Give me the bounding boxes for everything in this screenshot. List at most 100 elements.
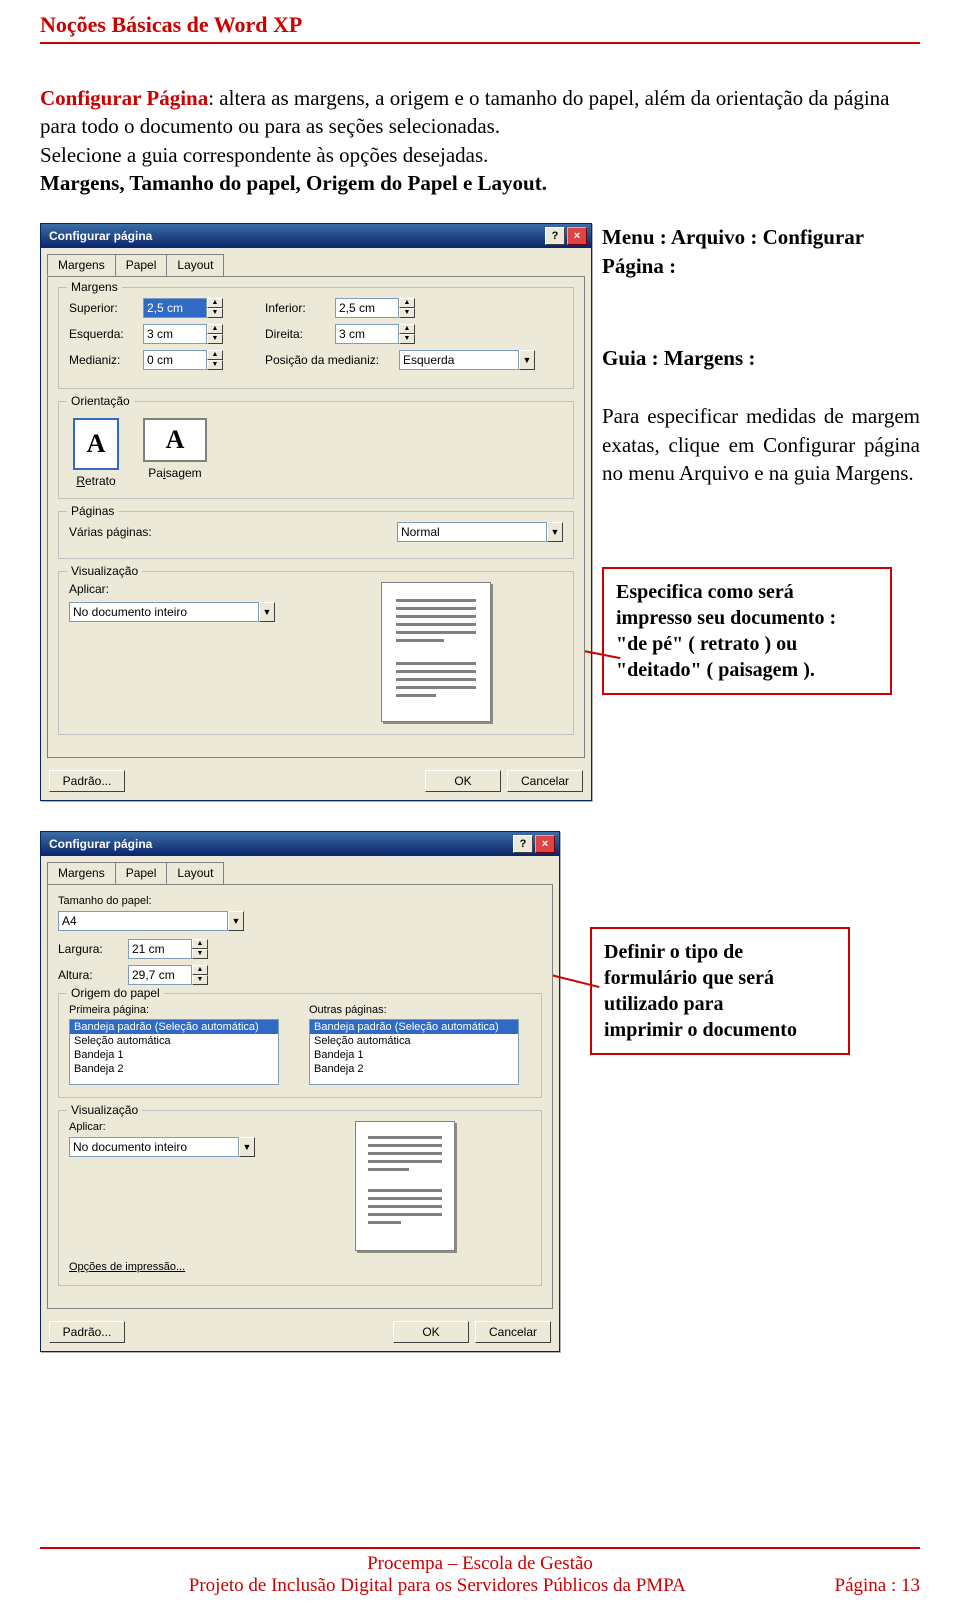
header-rule <box>40 42 920 44</box>
callout2-l4: imprimir o documento <box>604 1019 797 1041</box>
spin-down-icon[interactable]: ▼ <box>192 975 208 985</box>
group-orient-label: Orientação <box>67 394 134 408</box>
orient-retrato-label: Retrato <box>76 474 115 488</box>
spin-down-icon[interactable]: ▼ <box>399 308 415 318</box>
help-icon[interactable]: ? <box>513 835 533 853</box>
dialog-configurar-pagina-margens: Configurar página ? × Margens Papel Layo… <box>40 223 592 801</box>
orient-paisagem-label: Paisagem <box>148 466 201 480</box>
label-aplicar2: Aplicar: <box>69 1121 269 1133</box>
callout1-l3: "de pé" ( retrato ) ou <box>616 633 797 655</box>
spin-up-icon[interactable]: ▲ <box>192 965 208 975</box>
label-outras-paginas: Outras páginas: <box>309 1004 531 1016</box>
link-opcoes-impressao[interactable]: Opções de impressão... <box>69 1261 185 1273</box>
input-altura[interactable] <box>128 965 192 985</box>
footer-line1: Procempa – Escola de Gestão <box>40 1553 920 1575</box>
input-medianiz[interactable] <box>143 350 207 370</box>
chevron-down-icon[interactable]: ▼ <box>239 1137 255 1157</box>
input-inferior[interactable] <box>335 298 399 318</box>
note-guia: Guia : Margens : <box>602 344 920 372</box>
spin-up-icon[interactable]: ▲ <box>207 324 223 334</box>
orientation-retrato[interactable]: A Retrato <box>73 418 119 488</box>
chevron-down-icon[interactable]: ▼ <box>547 522 563 542</box>
dialog2-titlebar[interactable]: Configurar página ? × <box>41 832 559 856</box>
list-item[interactable]: Seleção automática <box>310 1034 518 1048</box>
chevron-down-icon[interactable]: ▼ <box>519 350 535 370</box>
label-altura: Altura: <box>58 968 122 982</box>
list-item[interactable]: Bandeja 1 <box>70 1048 278 1062</box>
help-icon[interactable]: ? <box>545 227 565 245</box>
footer-page-number: Página : 13 <box>835 1575 921 1597</box>
dialog1-titlebar[interactable]: Configurar página ? × <box>41 224 591 248</box>
combo-tamanho-papel[interactable] <box>58 911 228 931</box>
ok-button[interactable]: OK <box>425 770 501 792</box>
close-icon[interactable]: × <box>535 835 555 853</box>
intro-title: Configurar Página <box>40 86 208 110</box>
cancelar-button[interactable]: Cancelar <box>507 770 583 792</box>
group-margens-label: Margens <box>67 280 122 294</box>
spin-down-icon[interactable]: ▼ <box>207 360 223 370</box>
note-menu-l1: Menu : Arquivo : Configurar <box>602 225 864 249</box>
spin-up-icon[interactable]: ▲ <box>207 350 223 360</box>
spin-up-icon[interactable]: ▲ <box>207 298 223 308</box>
list-item[interactable]: Bandeja padrão (Seleção automática) <box>310 1020 518 1034</box>
listbox-outras[interactable]: Bandeja padrão (Seleção automática) Sele… <box>309 1019 519 1085</box>
tab-papel[interactable]: Papel <box>115 862 168 884</box>
group-visualizacao2: Visualização Aplicar: ▼ <box>58 1110 542 1286</box>
ok-button[interactable]: OK <box>393 1321 469 1343</box>
callout1-l2: impresso seu documento : <box>616 607 836 629</box>
note-para: Para especificar medidas de margem exata… <box>602 402 920 487</box>
callout2-l3: utilizado para <box>604 993 723 1015</box>
chevron-down-icon[interactable]: ▼ <box>259 602 275 622</box>
tab-margens[interactable]: Margens <box>47 254 116 276</box>
footer-left: Projeto de Inclusão Digital para os Serv… <box>189 1575 686 1596</box>
list-item[interactable]: Bandeja 2 <box>310 1062 518 1076</box>
input-esquerda[interactable] <box>143 324 207 344</box>
padrao-button[interactable]: Padrão... <box>49 770 125 792</box>
cancelar-button[interactable]: Cancelar <box>475 1321 551 1343</box>
label-tamanho-papel: Tamanho do papel: <box>58 895 542 907</box>
padrao-button[interactable]: Padrão... <box>49 1321 125 1343</box>
spin-up-icon[interactable]: ▲ <box>399 298 415 308</box>
spin-up-icon[interactable]: ▲ <box>192 939 208 949</box>
group-visualizacao: Visualização Aplicar: ▼ <box>58 571 574 735</box>
listbox-primeira[interactable]: Bandeja padrão (Seleção automática) Sele… <box>69 1019 279 1085</box>
group-origem-label: Origem do papel <box>67 986 164 1000</box>
list-item[interactable]: Bandeja padrão (Seleção automática) <box>70 1020 278 1034</box>
list-item[interactable]: Bandeja 1 <box>310 1048 518 1062</box>
combo-aplicar2[interactable] <box>69 1137 239 1157</box>
list-item[interactable]: Seleção automática <box>70 1034 278 1048</box>
combo-posmedianiz[interactable] <box>399 350 519 370</box>
dialog-configurar-pagina-papel: Configurar página ? × Margens Papel Layo… <box>40 831 560 1352</box>
group-paginas-label: Páginas <box>67 504 118 518</box>
input-direita[interactable] <box>335 324 399 344</box>
spin-down-icon[interactable]: ▼ <box>207 334 223 344</box>
tab-papel[interactable]: Papel <box>115 254 168 276</box>
callout-orientacao: Especifica como será impresso seu docume… <box>602 567 892 695</box>
spin-down-icon[interactable]: ▼ <box>192 949 208 959</box>
list-item[interactable]: Bandeja 2 <box>70 1062 278 1076</box>
tab-layout[interactable]: Layout <box>166 254 224 276</box>
spin-up-icon[interactable]: ▲ <box>399 324 415 334</box>
dialog1-title: Configurar página <box>45 229 543 243</box>
input-largura[interactable] <box>128 939 192 959</box>
group-vis-label: Visualização <box>67 564 142 578</box>
label-medianiz: Medianiz: <box>69 353 137 367</box>
dialog1-tabs: Margens Papel Layout <box>41 248 591 276</box>
intro-line3: Margens, Tamanho do papel, Origem do Pap… <box>40 171 547 195</box>
spin-down-icon[interactable]: ▼ <box>399 334 415 344</box>
close-icon[interactable]: × <box>567 227 587 245</box>
tab-margens[interactable]: Margens <box>47 862 116 884</box>
spin-down-icon[interactable]: ▼ <box>207 308 223 318</box>
chevron-down-icon[interactable]: ▼ <box>228 911 244 931</box>
input-superior[interactable] <box>143 298 207 318</box>
label-aplicar: Aplicar: <box>69 582 125 596</box>
tab-layout[interactable]: Layout <box>166 862 224 884</box>
label-direita: Direita: <box>265 327 329 341</box>
group-paginas: Páginas Várias páginas: ▼ <box>58 511 574 559</box>
note-menu-l2: Página : <box>602 254 676 278</box>
footer-line2: Projeto de Inclusão Digital para os Serv… <box>40 1575 920 1597</box>
label-primeira-pagina: Primeira página: <box>69 1004 291 1016</box>
orientation-paisagem[interactable]: A Paisagem <box>143 418 207 480</box>
combo-varias[interactable] <box>397 522 547 542</box>
combo-aplicar[interactable] <box>69 602 259 622</box>
